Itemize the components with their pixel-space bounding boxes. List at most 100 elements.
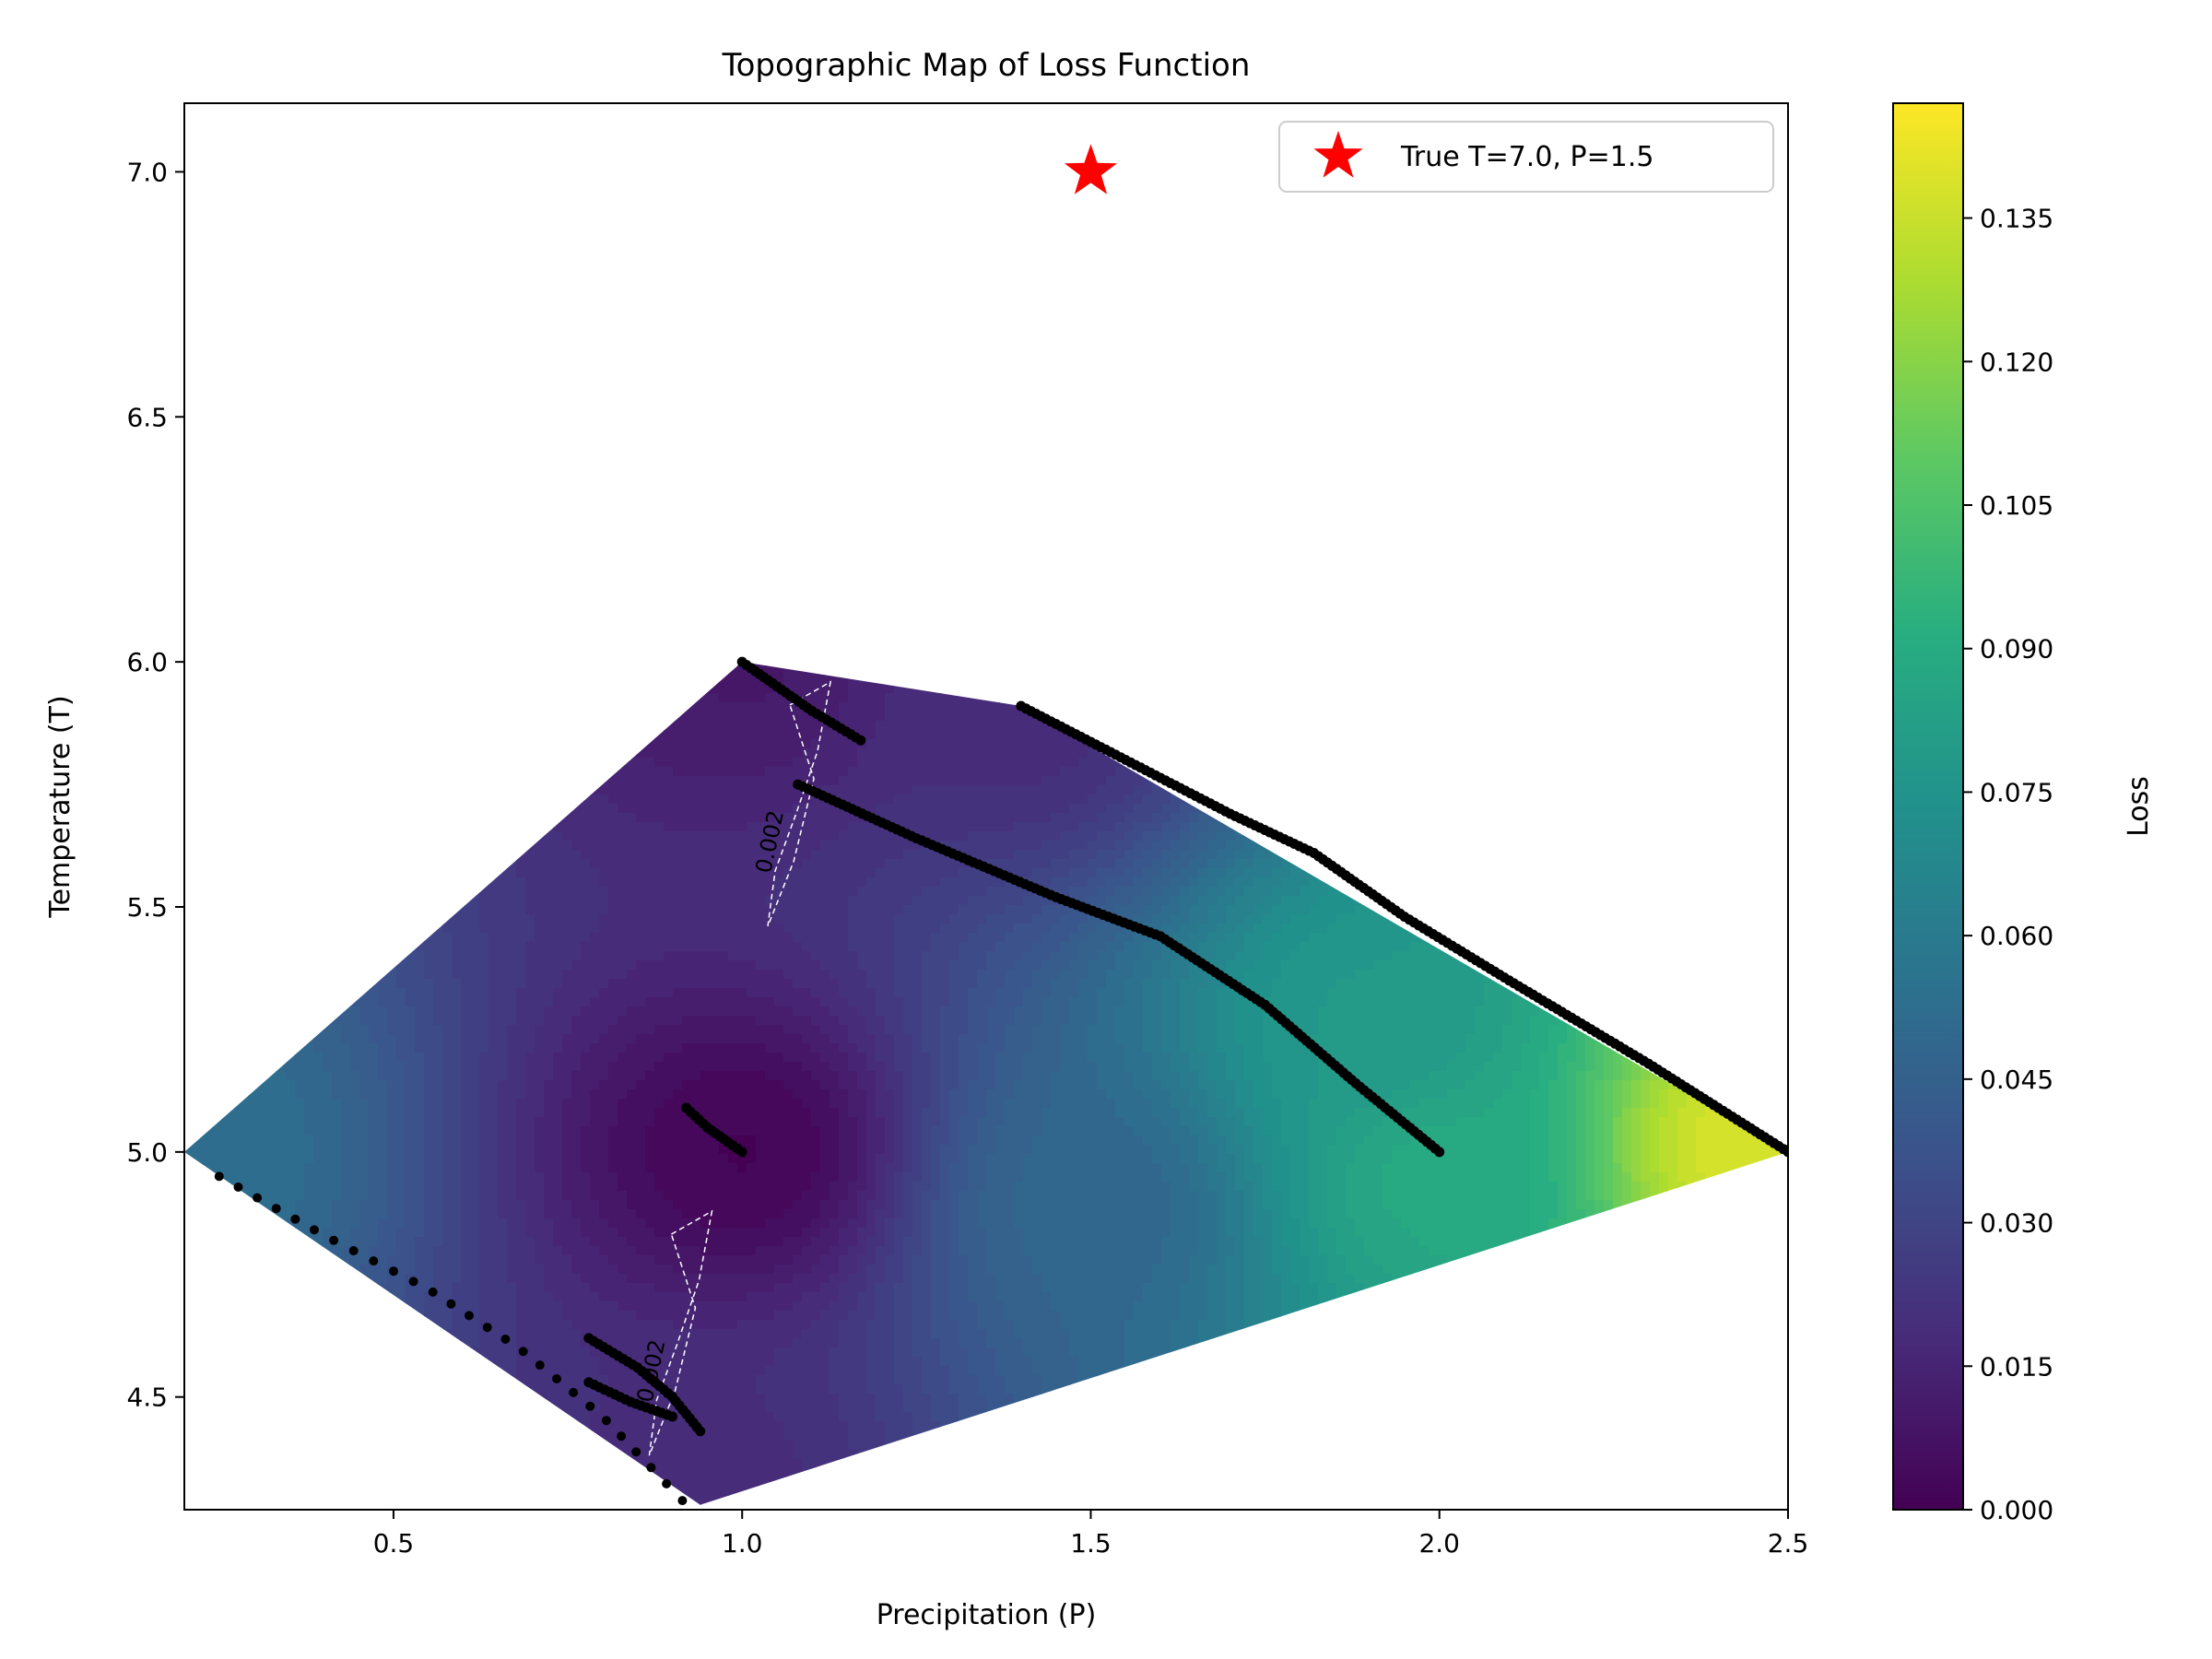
loss-cell bbox=[894, 159, 904, 169]
loss-cell bbox=[1051, 232, 1061, 242]
loss-cell bbox=[903, 205, 913, 215]
loss-cell bbox=[1484, 195, 1494, 206]
loss-cell bbox=[802, 352, 812, 362]
loss-cell bbox=[1272, 343, 1282, 353]
loss-cell bbox=[940, 241, 950, 252]
loss-cell bbox=[995, 352, 1006, 362]
loss-cell bbox=[1023, 260, 1033, 270]
loss-cell bbox=[866, 131, 877, 141]
loss-cell bbox=[691, 177, 701, 187]
loss-cell bbox=[378, 315, 388, 325]
loss-cell bbox=[1631, 251, 1641, 261]
loss-cell bbox=[1447, 205, 1457, 215]
loss-cell bbox=[184, 186, 194, 196]
loss-cell bbox=[645, 297, 655, 307]
loss-cell bbox=[1207, 205, 1218, 215]
loss-cell bbox=[341, 177, 351, 187]
loss-cell bbox=[710, 352, 720, 362]
loss-cell bbox=[387, 306, 397, 316]
loss-cell bbox=[1088, 131, 1098, 141]
loss-cell bbox=[839, 140, 849, 150]
loss-cell bbox=[756, 131, 766, 141]
loss-cell bbox=[1355, 306, 1365, 316]
loss-cell bbox=[1493, 241, 1503, 252]
loss-cell bbox=[553, 140, 563, 150]
loss-cell bbox=[1567, 324, 1577, 335]
loss-cell bbox=[1512, 278, 1522, 288]
loss-cell bbox=[1005, 306, 1015, 316]
loss-cell bbox=[286, 223, 296, 233]
loss-cell bbox=[553, 306, 563, 316]
loss-cell bbox=[1263, 177, 1273, 187]
loss-cell bbox=[1290, 315, 1300, 325]
loss-cell bbox=[1641, 278, 1651, 288]
loss-cell bbox=[1493, 343, 1503, 353]
loss-cell bbox=[479, 334, 489, 344]
loss-cell bbox=[535, 122, 545, 132]
loss-cell bbox=[304, 232, 314, 242]
loss-cell bbox=[507, 306, 517, 316]
loss-cell bbox=[1382, 269, 1393, 279]
loss-cell bbox=[276, 288, 287, 298]
loss-cell bbox=[728, 241, 738, 252]
loss-cell bbox=[1088, 324, 1098, 335]
loss-cell bbox=[461, 260, 471, 270]
loss-cell bbox=[203, 131, 213, 141]
loss-cell bbox=[995, 159, 1006, 169]
loss-cell bbox=[221, 103, 231, 113]
loss-cell bbox=[1263, 103, 1273, 113]
loss-cell bbox=[1364, 241, 1374, 252]
loss-cell bbox=[1235, 232, 1245, 242]
loss-cell bbox=[1530, 306, 1540, 316]
loss-cell bbox=[1760, 241, 1771, 252]
loss-cell bbox=[258, 324, 268, 335]
loss-cell bbox=[1226, 112, 1236, 123]
loss-cell bbox=[1198, 122, 1208, 132]
loss-cell bbox=[1272, 297, 1282, 307]
loss-cell bbox=[1281, 251, 1291, 261]
loss-cell bbox=[194, 278, 204, 288]
loss-cell bbox=[1760, 315, 1771, 325]
loss-cell bbox=[912, 112, 923, 123]
loss-cell bbox=[1088, 361, 1098, 371]
loss-cell bbox=[230, 288, 241, 298]
loss-cell bbox=[1226, 223, 1236, 233]
loss-cell bbox=[304, 186, 314, 196]
loss-cell bbox=[931, 288, 941, 298]
loss-cell bbox=[839, 223, 849, 233]
loss-cell bbox=[977, 112, 987, 123]
loss-cell bbox=[710, 241, 720, 252]
loss-cell bbox=[415, 324, 425, 335]
loss-cell bbox=[332, 214, 342, 224]
loss-cell bbox=[1051, 334, 1061, 344]
loss-cell bbox=[977, 361, 987, 371]
loss-cell bbox=[1041, 343, 1052, 353]
loss-cell bbox=[664, 361, 674, 371]
loss-cell bbox=[802, 260, 812, 270]
loss-cell bbox=[599, 251, 609, 261]
loss-cell bbox=[673, 288, 683, 298]
loss-cell bbox=[1152, 177, 1162, 187]
loss-cell bbox=[378, 186, 388, 196]
loss-cell bbox=[1152, 168, 1162, 178]
loss-cell bbox=[1217, 122, 1227, 132]
loss-cell bbox=[1530, 269, 1540, 279]
loss-cell bbox=[1336, 315, 1347, 325]
loss-cell bbox=[516, 140, 526, 150]
loss-cell bbox=[848, 159, 858, 169]
loss-cell bbox=[1078, 241, 1088, 252]
loss-cell bbox=[866, 297, 877, 307]
loss-cell bbox=[1032, 168, 1042, 178]
loss-cell bbox=[590, 214, 600, 224]
loss-cell bbox=[323, 324, 333, 335]
loss-cell bbox=[203, 149, 213, 159]
loss-cell bbox=[830, 315, 840, 325]
loss-cell bbox=[931, 361, 941, 371]
loss-cell bbox=[359, 315, 370, 325]
loss-cell bbox=[728, 269, 738, 279]
loss-cell bbox=[673, 103, 683, 113]
loss-cell bbox=[332, 260, 342, 270]
loss-cell bbox=[581, 251, 591, 261]
loss-cell bbox=[1493, 334, 1503, 344]
loss-cell bbox=[461, 324, 471, 335]
